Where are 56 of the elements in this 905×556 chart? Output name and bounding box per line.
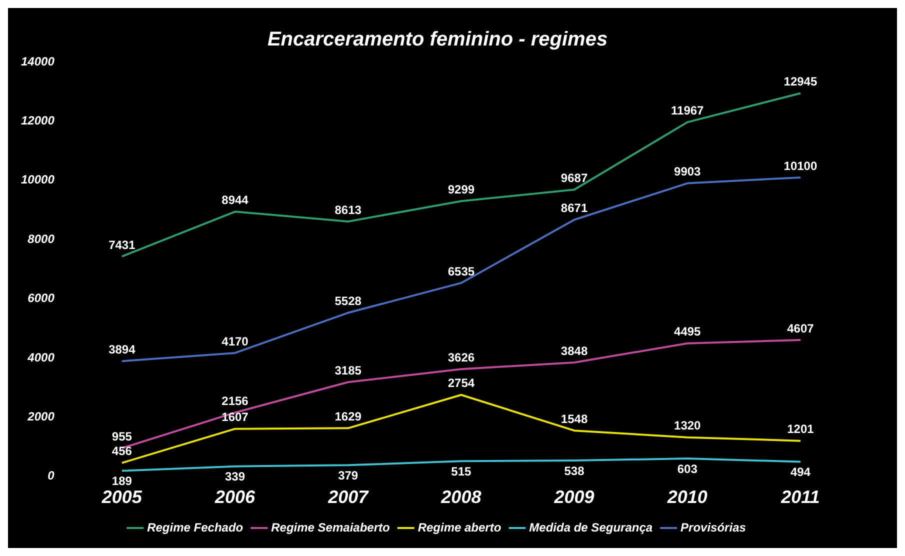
x-tick-label: 2011 (780, 487, 820, 508)
chart-title: Encarceramento feminino - regimes (267, 28, 608, 51)
data-label: 11967 (671, 103, 704, 118)
y-tick-label: 14000 (20, 54, 55, 68)
data-label: 10100 (784, 158, 818, 173)
data-label: 456 (112, 444, 132, 458)
data-label: 4495 (674, 324, 702, 339)
data-label: 2754 (448, 376, 475, 390)
data-label: 6535 (448, 264, 475, 278)
data-label: 2156 (222, 394, 249, 408)
data-label: 3626 (448, 350, 475, 364)
data-label: 12945 (784, 74, 818, 89)
y-tick-label: 2000 (26, 410, 55, 424)
x-tick-label: 2010 (666, 487, 708, 508)
data-label: 9299 (448, 182, 475, 196)
data-label: 1548 (560, 412, 588, 426)
y-tick-label: 12000 (20, 114, 55, 128)
x-tick-label: 2006 (214, 487, 256, 508)
data-label: 7431 (108, 238, 136, 252)
y-tick-label: 6000 (28, 291, 55, 306)
data-label: 1607 (222, 410, 249, 424)
data-label: 189 (112, 474, 132, 488)
y-tick-label: 10000 (20, 172, 55, 187)
legend-label: Regime Fechado (147, 520, 244, 534)
data-label: 955 (112, 429, 132, 444)
data-label: 3185 (334, 363, 362, 378)
x-tick-label: 2008 (440, 487, 482, 508)
x-tick-label: 2009 (553, 487, 594, 508)
data-label: 9903 (674, 164, 702, 179)
data-label: 1201 (787, 422, 814, 436)
x-tick-label: 2005 (100, 487, 143, 508)
y-tick-label: 8000 (28, 232, 55, 246)
data-label: 5528 (334, 294, 362, 308)
data-label: 538 (564, 464, 585, 478)
data-label: 603 (677, 462, 698, 476)
data-label: 9687 (560, 170, 588, 185)
data-label: 494 (790, 465, 811, 480)
data-label: 1320 (674, 418, 702, 433)
data-label: 8944 (222, 192, 249, 207)
data-label: 1629 (334, 409, 362, 424)
y-tick-label: 4000 (26, 350, 55, 364)
data-label: 8671 (560, 201, 588, 216)
data-label: 379 (338, 468, 358, 482)
data-label: 3894 (108, 342, 136, 356)
data-label: 4607 (787, 321, 814, 336)
legend-label: Provisórias (680, 520, 746, 534)
legend-label: Medida de Segurança (529, 520, 653, 534)
data-label: 339 (224, 470, 246, 484)
data-label: 515 (451, 464, 472, 478)
data-label: 3848 (560, 344, 588, 358)
x-tick-label: 2007 (327, 487, 370, 508)
legend-label: Regime Semaiaberto (271, 520, 390, 534)
data-label: 8613 (334, 202, 362, 217)
legend-label: Regime aberto (418, 520, 502, 534)
data-label: 4170 (222, 334, 249, 348)
y-tick-label: 0 (48, 468, 55, 483)
